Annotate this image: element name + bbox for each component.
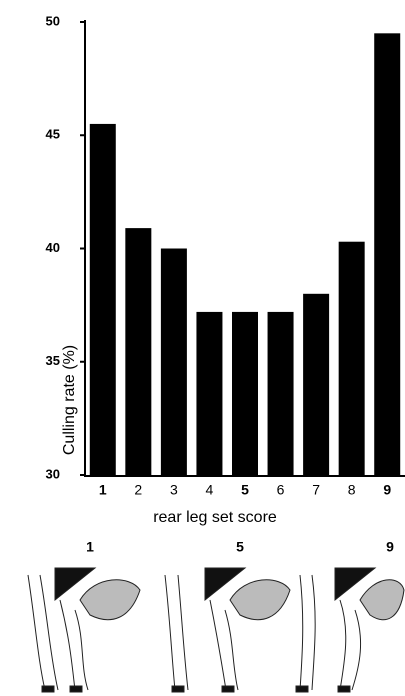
illustration-label: 5 bbox=[236, 539, 244, 555]
y-tick-label: 50 bbox=[46, 13, 60, 28]
illustration-label: 1 bbox=[86, 539, 94, 555]
x-tick-label: 7 bbox=[312, 482, 320, 498]
y-axis-label: Culling rate (%) bbox=[61, 345, 78, 455]
x-tick-label: 4 bbox=[206, 482, 214, 498]
x-tick-label: 5 bbox=[241, 482, 249, 498]
bar bbox=[196, 311, 223, 475]
x-tick-label: 9 bbox=[383, 482, 391, 498]
cow-legs bbox=[27, 567, 141, 693]
bar bbox=[160, 248, 187, 475]
bar bbox=[338, 241, 365, 475]
cow-illustrations bbox=[27, 567, 405, 693]
y-tick-label: 45 bbox=[46, 127, 60, 142]
bar bbox=[89, 123, 116, 476]
x-tick-label: 6 bbox=[277, 482, 285, 498]
x-tick-label: 1 bbox=[99, 482, 107, 498]
bar bbox=[303, 293, 330, 475]
bar bbox=[267, 311, 294, 475]
bar bbox=[374, 33, 401, 475]
y-tick-label: 40 bbox=[46, 240, 60, 255]
illustration-label: 9 bbox=[386, 539, 394, 555]
x-axis-label: rear leg set score bbox=[153, 509, 277, 526]
cow-legs bbox=[164, 567, 291, 693]
x-tick-label: 8 bbox=[348, 482, 356, 498]
y-tick-label: 30 bbox=[46, 466, 60, 481]
x-tick-label: 3 bbox=[170, 482, 178, 498]
bar bbox=[232, 311, 258, 475]
bar bbox=[125, 228, 152, 475]
cow-legs bbox=[295, 567, 405, 693]
y-tick-label: 35 bbox=[46, 353, 60, 368]
x-tick-label: 2 bbox=[134, 482, 142, 498]
